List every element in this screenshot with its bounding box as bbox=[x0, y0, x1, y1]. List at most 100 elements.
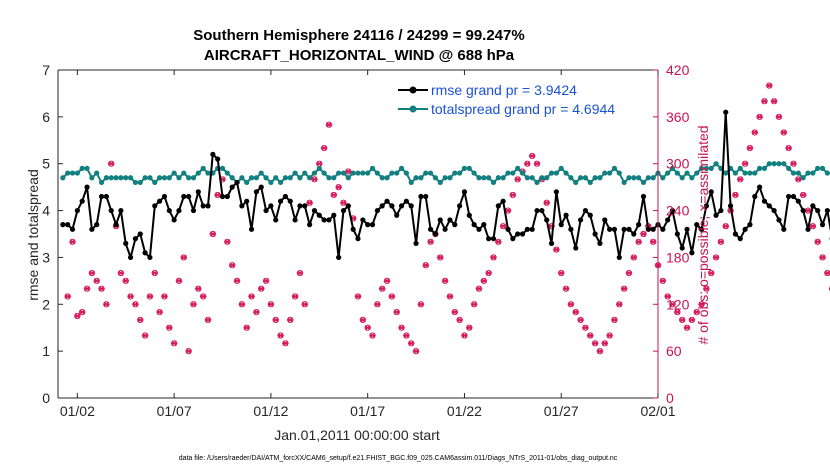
obs-count-marker bbox=[330, 191, 338, 199]
totalspread-point bbox=[190, 175, 197, 181]
obs-assimilated-cross bbox=[321, 145, 327, 151]
obs-assimilated-cross bbox=[452, 309, 458, 315]
totalspread-point bbox=[94, 170, 100, 176]
totalspread-point bbox=[563, 170, 569, 176]
totalspread-point bbox=[147, 175, 153, 181]
obs-assimilated-cross bbox=[495, 239, 502, 245]
rmse-point bbox=[69, 226, 76, 232]
axes: 0 1 2 3 4 5 6 7 0 60 120 180 240 300 360 420 01/02 01/07 0… bbox=[42, 62, 689, 419]
rmse-point bbox=[703, 203, 709, 209]
obs-count-marker bbox=[577, 316, 584, 324]
obs-count-marker bbox=[587, 332, 594, 339]
totalspread-point bbox=[176, 175, 182, 181]
rmse-point bbox=[544, 217, 550, 223]
rmse-point bbox=[476, 226, 482, 232]
rmse-point bbox=[350, 226, 356, 232]
totalspread-point bbox=[611, 165, 618, 171]
rmse-point bbox=[553, 189, 559, 195]
rmse-point bbox=[471, 222, 477, 228]
totalspread-point bbox=[161, 175, 168, 181]
totalspread-point bbox=[345, 175, 351, 181]
rmse-point bbox=[607, 226, 613, 232]
totalspread-point bbox=[674, 170, 680, 176]
footer-data-file: data file: /Users/raeder/DAI/ATM_forcXX/… bbox=[179, 455, 618, 462]
rmse-point bbox=[824, 207, 830, 214]
totalspread-point bbox=[640, 179, 647, 186]
obs-count-marker bbox=[649, 238, 657, 245]
obs-assimilated-cross bbox=[611, 317, 618, 323]
y-left-tick-label: 1 bbox=[42, 343, 50, 359]
obs-count-marker bbox=[69, 238, 76, 245]
rmse-point bbox=[505, 226, 511, 232]
obs-assimilated-cross bbox=[98, 285, 105, 292]
obs-count-marker bbox=[770, 98, 778, 105]
totalspread-point bbox=[573, 179, 579, 186]
rmse-point bbox=[674, 231, 680, 237]
totalspread-point bbox=[515, 165, 521, 171]
rmse-point bbox=[529, 226, 535, 232]
obs-count-marker bbox=[543, 199, 550, 206]
obs-count-marker bbox=[480, 277, 488, 284]
totalspread-point bbox=[394, 170, 400, 176]
totalspread-point bbox=[224, 170, 230, 176]
obs-assimilated-cross bbox=[694, 309, 700, 315]
obs-assimilated-cross bbox=[485, 270, 492, 276]
rmse-point bbox=[268, 203, 274, 209]
obs-count-marker bbox=[717, 238, 725, 245]
obs-assimilated-cross bbox=[674, 309, 681, 315]
totalspread-point bbox=[60, 175, 66, 181]
obs-count-marker bbox=[683, 324, 691, 331]
obs-count-marker bbox=[146, 293, 154, 300]
rmse-point bbox=[161, 193, 168, 200]
legend-spread-marker bbox=[409, 105, 417, 113]
totalspread-point bbox=[461, 165, 468, 171]
obs-count-marker bbox=[132, 301, 139, 308]
obs-assimilated-cross bbox=[311, 176, 318, 183]
obs-count-marker bbox=[746, 144, 754, 152]
rmse-point bbox=[127, 254, 134, 261]
rmse-point bbox=[689, 250, 695, 256]
rmse-point bbox=[316, 212, 322, 218]
y-left-tick-label: 2 bbox=[42, 296, 50, 312]
obs-count-marker bbox=[591, 340, 599, 347]
totalspread-point bbox=[389, 170, 395, 176]
x-tick-label: 01/02 bbox=[60, 403, 95, 419]
rmse-point bbox=[132, 236, 139, 242]
rmse-point bbox=[200, 203, 206, 209]
obs-assimilated-cross bbox=[364, 325, 371, 331]
obs-count-marker bbox=[766, 82, 773, 89]
rmse-point bbox=[795, 198, 801, 204]
obs-assimilated-cross bbox=[210, 231, 216, 237]
obs-assimilated-cross bbox=[374, 301, 381, 307]
obs-count-marker bbox=[451, 308, 458, 316]
obs-assimilated-cross bbox=[490, 254, 497, 261]
rmse-point bbox=[147, 254, 153, 261]
totalspread-point bbox=[766, 161, 772, 167]
rmse-point bbox=[287, 198, 293, 204]
obs-count-marker bbox=[524, 160, 531, 167]
obs-assimilated-cross bbox=[103, 301, 110, 307]
rmse-point bbox=[137, 231, 143, 237]
totalspread-point bbox=[684, 170, 690, 176]
totalspread-point bbox=[490, 179, 497, 186]
obs-count-marker bbox=[195, 285, 202, 292]
rmse-point bbox=[640, 193, 647, 200]
obs-count-marker bbox=[475, 285, 483, 292]
rmse-point bbox=[374, 207, 380, 214]
obs-count-marker bbox=[325, 121, 333, 128]
obs-assimilated-cross bbox=[500, 223, 506, 229]
rmse-point bbox=[558, 222, 564, 228]
totalspread-point bbox=[790, 170, 797, 176]
obs-count-marker bbox=[553, 246, 560, 253]
obs-count-marker bbox=[417, 301, 425, 308]
obs-count-marker bbox=[243, 324, 250, 331]
obs-assimilated-cross bbox=[176, 278, 182, 284]
obs-assimilated-cross bbox=[427, 239, 434, 245]
totalspread-point bbox=[273, 175, 279, 181]
totalspread-point bbox=[127, 175, 134, 181]
obs-assimilated-cross bbox=[669, 301, 676, 307]
totalspread-point bbox=[447, 175, 453, 181]
obs-count-marker bbox=[335, 184, 342, 191]
obs-count-marker bbox=[354, 293, 362, 300]
totalspread-point bbox=[432, 175, 439, 181]
